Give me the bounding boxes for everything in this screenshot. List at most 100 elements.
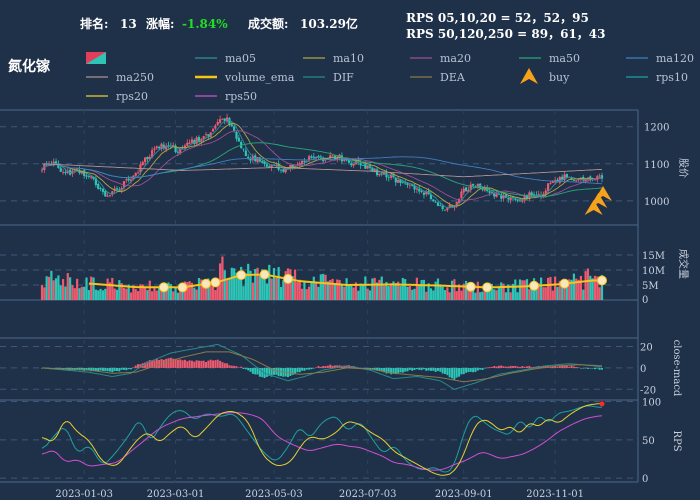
candle-body (50, 164, 53, 166)
macd-histogram-bar (474, 367, 477, 372)
macd-histogram-bar (502, 366, 505, 368)
volume-bar (80, 286, 83, 300)
volume-bar (434, 281, 437, 300)
legend-label-rps10: rps10 (656, 71, 688, 84)
volume-bar (286, 268, 290, 300)
candle-body (399, 179, 402, 183)
macd-histogram-bar (111, 367, 114, 373)
rps-axis-title: RPS (671, 430, 682, 451)
candle-body (282, 169, 285, 172)
volume-bar (296, 282, 299, 300)
candle-body (99, 187, 102, 189)
volume-bar (582, 289, 585, 300)
volume-bar (547, 277, 550, 300)
candle-body (59, 167, 62, 172)
macd-histogram-bar (209, 359, 212, 368)
candle-body (308, 156, 311, 161)
volume-highlight-dot (529, 280, 540, 291)
volume-bar (83, 286, 86, 300)
macd-histogram-bar (97, 367, 100, 372)
volume-bar (73, 288, 76, 300)
macd-histogram-bar (570, 365, 573, 368)
volume-bar (176, 292, 179, 300)
macd-histogram-bar (115, 367, 118, 372)
macd-histogram-bar (312, 367, 315, 369)
volume-bar (390, 283, 393, 300)
candle-body (387, 177, 390, 179)
candle-body (446, 207, 449, 211)
macd-histogram-bar (542, 365, 545, 368)
volume-bar (282, 280, 285, 300)
candle-body (509, 197, 512, 201)
macd-histogram-bar (317, 366, 320, 368)
macd-histogram-bar (598, 367, 601, 370)
macd-histogram-bar (80, 367, 83, 371)
macd-histogram-bar (258, 367, 261, 377)
candle-body (331, 155, 334, 157)
candle-body (352, 163, 355, 166)
macd-histogram-bar (148, 360, 151, 368)
volume-bar (558, 280, 561, 300)
volume-bar (134, 289, 137, 300)
volume-highlight-dot (158, 282, 169, 293)
candle-body (172, 145, 175, 147)
macd-histogram-bar (467, 367, 470, 373)
rps-latest-dot (599, 401, 605, 407)
macd-dea-line (41, 351, 603, 383)
macd-histogram-bar (212, 360, 215, 368)
candle-body (514, 198, 517, 200)
volume-bar (392, 281, 395, 300)
volume-bar (350, 285, 353, 300)
volume-bar (357, 290, 360, 300)
volume-bar (401, 277, 404, 300)
macd-histogram-bar (310, 367, 313, 370)
volume-bar (233, 268, 236, 300)
candle-body (153, 148, 156, 150)
volume-bar (486, 289, 489, 300)
candle-body (469, 184, 472, 190)
volume-bar (439, 284, 442, 300)
date-tick-label: 2023-09-01 (435, 489, 493, 500)
macd-histogram-bar (434, 367, 437, 372)
volume-bar (436, 278, 440, 300)
macd-histogram-bar (294, 367, 297, 375)
volume-bar (336, 279, 339, 300)
candle-body (265, 164, 269, 167)
price-line-ma10 (41, 122, 603, 207)
volume-bar (59, 285, 62, 300)
candle-body (40, 169, 44, 171)
volume-bar (240, 266, 243, 300)
candle-body (211, 128, 215, 132)
stock-name: 氮化镓 (7, 58, 51, 75)
volume-bar (457, 284, 461, 300)
candle-body (284, 168, 287, 173)
volume-bar (43, 287, 46, 300)
macd-histogram-bar (586, 367, 589, 369)
candle-body (76, 168, 79, 170)
candle-body (305, 160, 308, 162)
candle-body (247, 156, 250, 158)
candle-body (371, 168, 374, 172)
candle-body (268, 166, 271, 168)
volume-bar (572, 273, 575, 300)
macd-histogram-bar (558, 365, 561, 368)
macd-histogram-bar (214, 360, 217, 368)
macd-histogram-bar (561, 365, 564, 368)
candle-body (83, 170, 86, 176)
macd-histogram-bar (188, 360, 191, 368)
volume-bar (221, 256, 224, 300)
volume-bar (64, 286, 67, 300)
legend-label-ma05: ma05 (225, 52, 256, 65)
candle-body (467, 190, 470, 193)
rank-label: 排名: (80, 16, 108, 31)
macd-histogram-bar (373, 367, 376, 370)
candle-body (547, 183, 550, 191)
macd-histogram-bar (289, 367, 292, 377)
volume-bar (195, 289, 198, 300)
volume-bar (261, 269, 264, 300)
macd-histogram-bar (270, 367, 273, 377)
candle-body (115, 188, 119, 190)
volume-tick-label: 15M (642, 251, 665, 262)
volume-bar (474, 292, 477, 300)
volume-bar (593, 275, 597, 300)
